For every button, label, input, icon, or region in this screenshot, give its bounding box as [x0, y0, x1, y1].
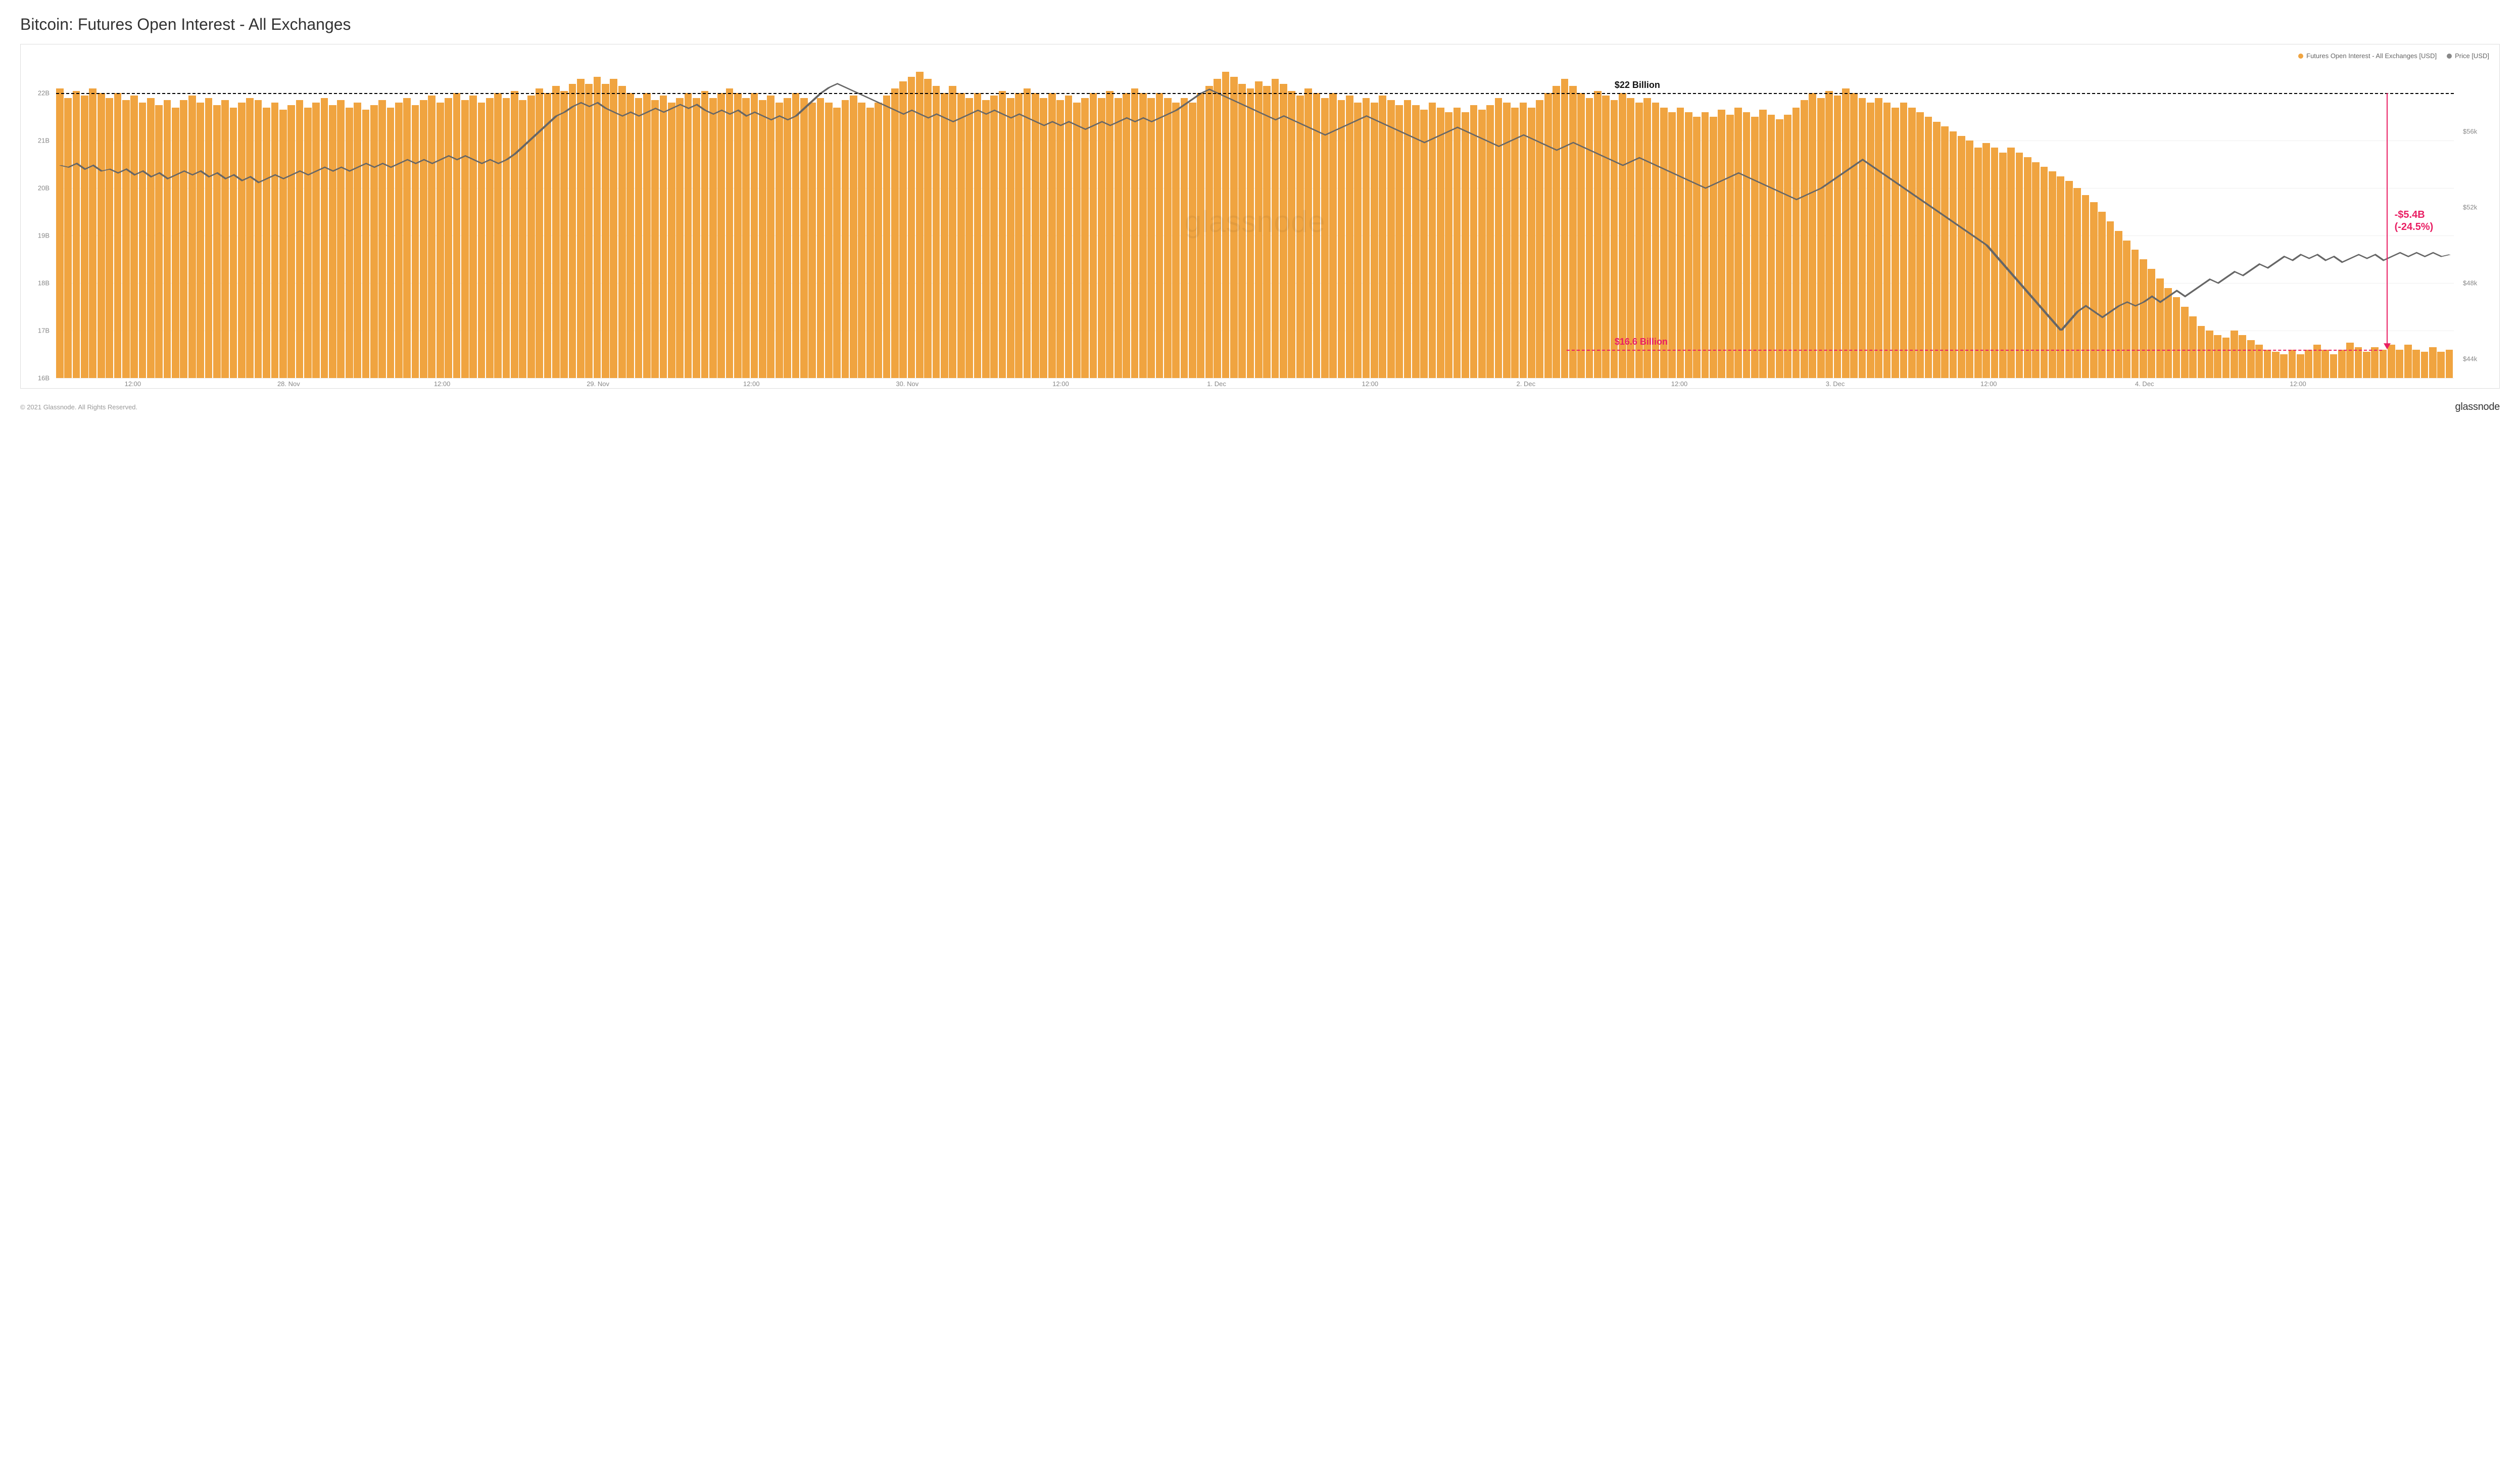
y-right-label: $56k [2463, 127, 2477, 135]
legend-swatch-oi [2298, 54, 2303, 59]
x-axis-label: 12:00 [1980, 380, 1997, 388]
x-axis-label: 30. Nov [896, 380, 918, 388]
y-left-label: 18B [38, 279, 50, 287]
y-left-axis: 16B17B18B19B20B21B22B [31, 65, 54, 378]
legend-label-oi: Futures Open Interest - All Exchanges [U… [2306, 52, 2437, 60]
legend: Futures Open Interest - All Exchanges [U… [31, 52, 2489, 60]
y-left-label: 21B [38, 137, 50, 145]
annotation-top-label: $22 Billion [1615, 80, 1660, 90]
x-axis-label: 12:00 [125, 380, 141, 388]
y-left-label: 22B [38, 89, 50, 97]
x-axis-label: 29. Nov [587, 380, 609, 388]
legend-item-price: Price [USD] [2447, 52, 2489, 60]
brand-logo: glassnode [2455, 401, 2500, 413]
chart-title: Bitcoin: Futures Open Interest - All Exc… [20, 15, 2500, 34]
legend-item-oi: Futures Open Interest - All Exchanges [U… [2298, 52, 2437, 60]
annotation-top-line [56, 93, 2454, 94]
gridline [56, 378, 2454, 379]
y-right-axis: $44k $48k $52k $56k [2459, 65, 2489, 378]
legend-label-price: Price [USD] [2455, 52, 2489, 60]
y-right-label: $44k [2463, 355, 2477, 363]
annotation-arrow [2382, 93, 2392, 349]
x-axis-label: 12:00 [743, 380, 760, 388]
x-axis-label: 12:00 [1052, 380, 1069, 388]
y-left-label: 17B [38, 327, 50, 335]
footer: © 2021 Glassnode. All Rights Reserved. g… [20, 401, 2500, 413]
x-axis-label: 1. Dec [1207, 380, 1226, 388]
annotation-bottom-line [1567, 350, 2382, 351]
legend-swatch-price [2447, 54, 2452, 59]
x-axis-label: 12:00 [1362, 380, 1379, 388]
x-axis-label: 12:00 [1671, 380, 1688, 388]
x-axis-label: 28. Nov [277, 380, 300, 388]
x-axis-label: 3. Dec [1826, 380, 1845, 388]
copyright-text: © 2021 Glassnode. All Rights Reserved. [20, 403, 137, 411]
annotation-delta-label: -$5.4B(-24.5%) [2395, 209, 2434, 233]
y-left-label: 20B [38, 184, 50, 192]
annotation-layer: $22 Billion $16.6 Billion -$5.4B(-24.5%) [56, 65, 2454, 378]
x-axis-label: 12:00 [2290, 380, 2306, 388]
plot-area: glassnode $22 Billion$16.6 Billion-$5.4B… [56, 65, 2454, 378]
x-axis-label: 12:00 [434, 380, 451, 388]
x-axis-label: 4. Dec [2135, 380, 2154, 388]
x-axis: 12:00 28. Nov 12:00 29. Nov 12:00 30. Nov 12:0… [56, 380, 2454, 390]
chart-frame: Futures Open Interest - All Exchanges [U… [20, 44, 2500, 389]
y-right-label: $48k [2463, 279, 2477, 287]
y-left-label: 19B [38, 232, 50, 240]
annotation-bottom-label: $16.6 Billion [1615, 337, 1668, 347]
y-right-label: $52k [2463, 203, 2477, 211]
x-axis-label: 2. Dec [1517, 380, 1536, 388]
y-left-label: 16B [38, 374, 50, 382]
